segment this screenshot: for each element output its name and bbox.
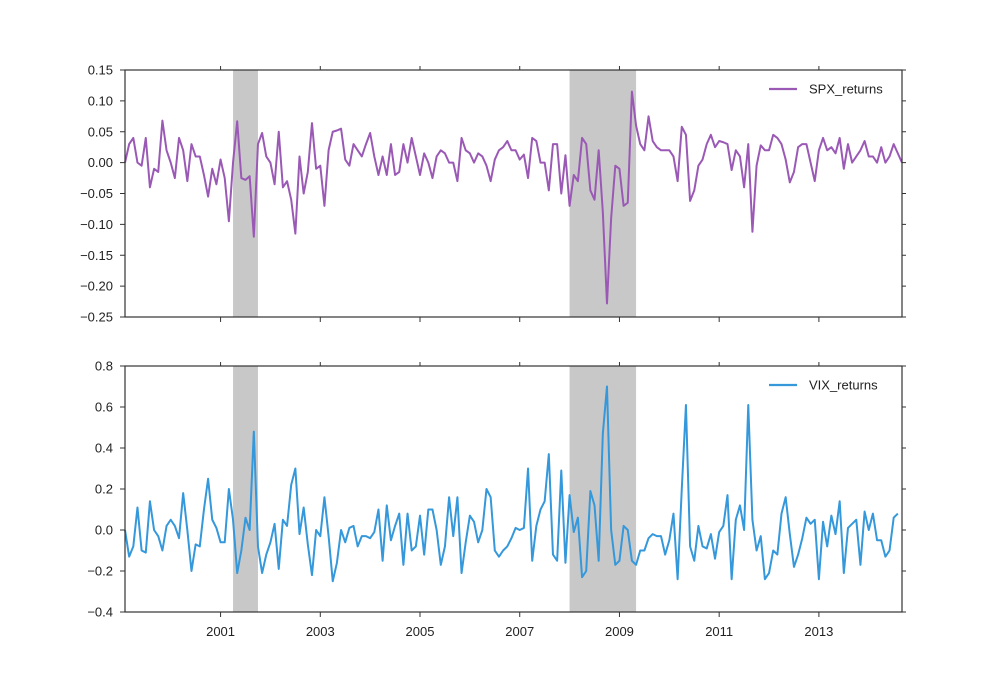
legend-label: VIX_returns [809, 378, 878, 393]
y-tick-label: −0.05 [80, 186, 113, 201]
x-tick-label: 2013 [804, 624, 833, 639]
x-tick-label: 2007 [505, 624, 534, 639]
y-tick-label: −0.4 [87, 605, 113, 620]
vix-returns-panel: 0.8 0.6 0.4 0.2 0.0 −0.2 −0.4 VIX_returns 2001 20… [87, 359, 906, 639]
x-tick-label: 2001 [206, 624, 235, 639]
x-tick-label: 2003 [306, 624, 335, 639]
series-line-spx-returns [124, 90, 903, 305]
x-tick-label: 2011 [705, 624, 733, 639]
y-tick-label: −0.15 [80, 248, 113, 263]
y-tick-label: 0.6 [95, 400, 113, 415]
legend-label: SPX_returns [809, 82, 883, 97]
series-line-vix-returns [124, 385, 899, 583]
y-tick-label: 0.00 [88, 155, 113, 170]
shaded-period-1 [233, 366, 258, 612]
spx-returns-panel: 0.15 0.10 0.05 0.00 −0.05 −0.10 −0.15 −0.20 −0.2… [80, 63, 906, 325]
y-tick-label: 0.8 [95, 359, 113, 374]
y-tick-label: 0.15 [88, 63, 113, 78]
y-tick-label: −0.10 [80, 217, 113, 232]
y-tick-label: 0.2 [95, 482, 113, 497]
y-tick-label: −0.25 [80, 310, 113, 325]
x-tick-label: 2009 [605, 624, 634, 639]
x-tick-label: 2005 [406, 624, 435, 639]
y-tick-label: 0.4 [95, 441, 113, 456]
legend: SPX_returns [769, 82, 883, 97]
shaded-period-1 [233, 70, 258, 317]
y-tick-label: −0.2 [87, 564, 113, 579]
shaded-period-2 [569, 70, 637, 317]
shaded-period-2 [569, 366, 637, 612]
y-tick-label: 0.10 [88, 93, 113, 108]
y-tick-label: −0.20 [80, 279, 113, 294]
legend: VIX_returns [769, 378, 878, 393]
y-tick-label: 0.05 [88, 124, 113, 139]
y-tick-label: 0.0 [95, 523, 113, 538]
